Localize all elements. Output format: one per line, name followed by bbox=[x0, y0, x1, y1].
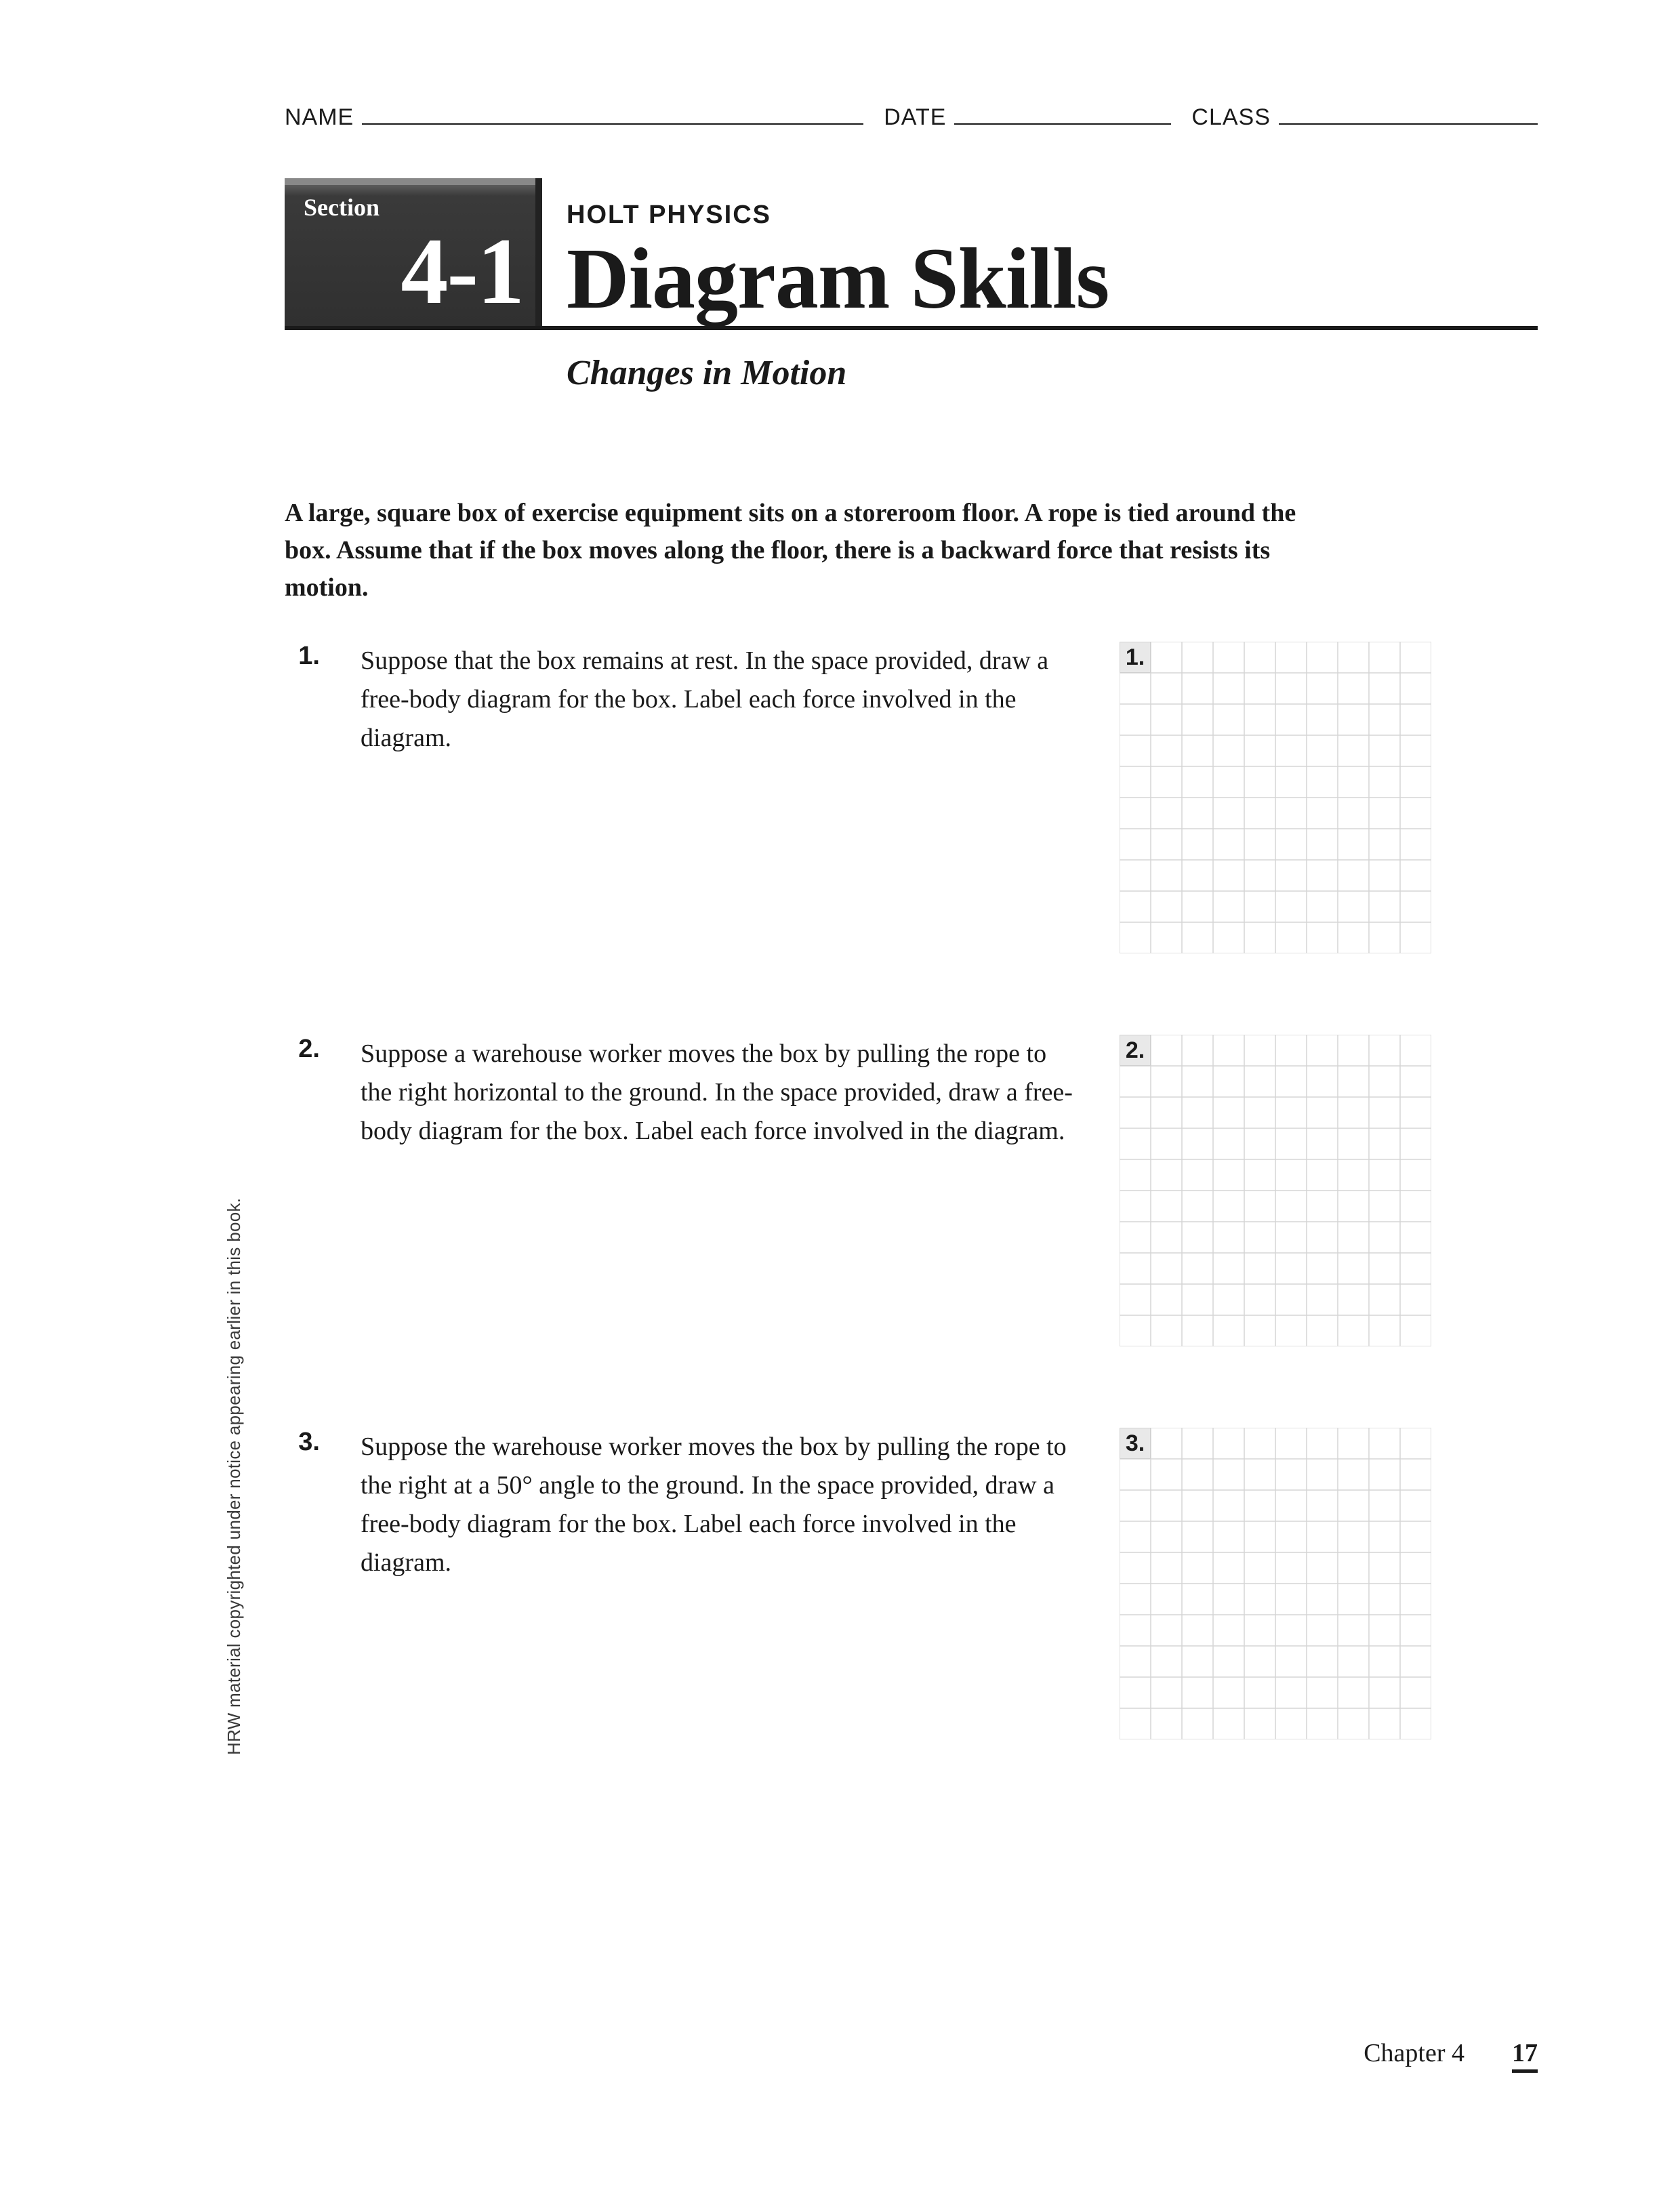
grid-number-badge: 2. bbox=[1120, 1035, 1151, 1066]
copyright-notice: HRW material copyrighted under notice ap… bbox=[224, 1198, 245, 1755]
grid-number-badge: 1. bbox=[1120, 642, 1151, 673]
questions-list: 1. Suppose that the box remains at rest. … bbox=[285, 642, 1538, 1739]
subtitle: Changes in Motion bbox=[567, 353, 1538, 393]
intro-paragraph: A large, square box of exercise equipmen… bbox=[285, 495, 1322, 606]
question-text: Suppose a warehouse worker moves the box… bbox=[361, 1035, 1079, 1151]
question-row: 2. Suppose a warehouse worker moves the b… bbox=[285, 1035, 1538, 1346]
question-number: 1. bbox=[285, 642, 320, 671]
chapter-label: Chapter 4 bbox=[1364, 2038, 1464, 2068]
name-blank[interactable] bbox=[362, 102, 863, 125]
question-number: 3. bbox=[285, 1428, 320, 1457]
student-info-header: NAME DATE CLASS bbox=[285, 102, 1538, 131]
question-text: Suppose the warehouse worker moves the b… bbox=[361, 1428, 1079, 1582]
answer-grid[interactable]: 2. bbox=[1120, 1035, 1431, 1346]
title-banner: Section 4-1 HOLT PHYSICS Diagram Skills bbox=[285, 178, 1538, 330]
question-row: 3. Suppose the warehouse worker moves the… bbox=[285, 1428, 1538, 1739]
class-blank[interactable] bbox=[1279, 102, 1538, 125]
main-title: Diagram Skills bbox=[567, 235, 1109, 322]
question-number: 2. bbox=[285, 1035, 320, 1064]
overline-text: HOLT PHYSICS bbox=[567, 201, 1109, 230]
date-label: DATE bbox=[884, 104, 946, 131]
page-number: 17 bbox=[1512, 2038, 1538, 2073]
question-row: 1. Suppose that the box remains at rest. … bbox=[285, 642, 1538, 953]
name-label: NAME bbox=[285, 104, 354, 131]
question-text: Suppose that the box remains at rest. In… bbox=[361, 642, 1079, 758]
answer-grid[interactable]: 3. bbox=[1120, 1428, 1431, 1739]
section-number-box: Section 4-1 bbox=[285, 178, 542, 326]
section-label: Section bbox=[304, 193, 523, 222]
section-number: 4-1 bbox=[304, 224, 523, 319]
class-label: CLASS bbox=[1191, 104, 1271, 131]
date-blank[interactable] bbox=[954, 102, 1171, 125]
page-footer: Chapter 4 17 bbox=[1364, 2038, 1538, 2073]
grid-number-badge: 3. bbox=[1120, 1428, 1151, 1459]
title-block: HOLT PHYSICS Diagram Skills bbox=[542, 178, 1109, 326]
answer-grid[interactable]: 1. bbox=[1120, 642, 1431, 953]
worksheet-page: NAME DATE CLASS Section 4-1 HOLT PHYSICS… bbox=[0, 0, 1680, 2188]
